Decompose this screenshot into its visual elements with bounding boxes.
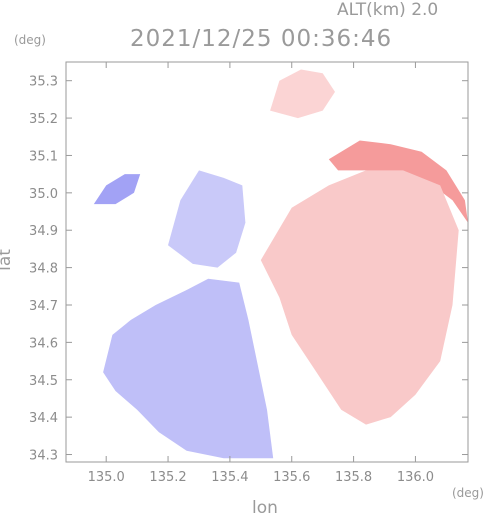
y-tick-label: 35.3 <box>29 75 58 90</box>
echo-region-neg-west-patch <box>93 174 141 205</box>
altitude-label: ALT(km) 2.0 <box>337 0 439 20</box>
y-tick-label: 34.8 <box>29 262 58 277</box>
y-tick-label: 34.3 <box>29 449 58 464</box>
y-tick-label: 34.9 <box>29 224 58 239</box>
y-tick-label: 34.5 <box>29 374 58 389</box>
x-axis-unit: (deg) <box>452 486 484 500</box>
echo-region-neg-main <box>103 278 274 459</box>
echo-region-pos-core <box>260 170 459 425</box>
y-tick-label: 34.4 <box>29 411 58 426</box>
y-axis-unit: (deg) <box>14 33 46 47</box>
x-tick-label: 135.0 <box>88 470 125 485</box>
x-tick-label: 135.2 <box>149 470 186 485</box>
y-tick-label: 34.7 <box>29 299 58 314</box>
echo-region-pos-north-band <box>328 140 468 223</box>
x-tick-label: 135.4 <box>211 470 248 485</box>
axis-ticks: 135.0 135.2 135.4 135.6 135.8 136.0 34.3 34.4 34… <box>29 62 468 485</box>
echo-region-pos-far-north <box>270 69 335 119</box>
y-tick-label: 35.1 <box>29 149 58 164</box>
y-tick-label: 35.2 <box>29 112 58 127</box>
timestamp-title: 2021/12/25 00:36:46 <box>130 26 393 52</box>
plot-frame <box>65 61 469 463</box>
x-tick-label: 135.8 <box>335 470 372 485</box>
x-axis-label: lon <box>252 498 278 518</box>
y-tick-label: 34.6 <box>29 336 58 351</box>
x-tick-label: 135.6 <box>273 470 310 485</box>
x-tick-label: 136.0 <box>397 470 434 485</box>
echo-region-neg-north <box>168 170 246 268</box>
echo-layer <box>93 69 468 459</box>
y-tick-label: 35.0 <box>29 187 58 202</box>
